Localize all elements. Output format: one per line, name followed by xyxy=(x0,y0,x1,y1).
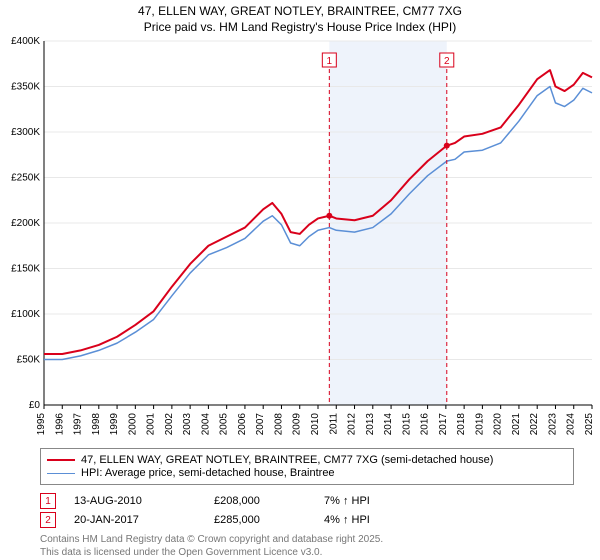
svg-text:2005: 2005 xyxy=(219,413,230,436)
svg-text:£400K: £400K xyxy=(11,36,40,47)
sale-price: £285,000 xyxy=(214,514,324,526)
sale-marker-icon: 1 xyxy=(40,493,56,509)
svg-text:2017: 2017 xyxy=(438,413,449,436)
svg-text:£200K: £200K xyxy=(11,218,40,229)
svg-text:2018: 2018 xyxy=(456,413,467,436)
svg-text:1996: 1996 xyxy=(54,413,65,436)
sales-table: 1 13-AUG-2010£208,0007% ↑ HPI 2 20-JAN-2017… xyxy=(40,490,444,531)
sale-row: 1 13-AUG-2010£208,0007% ↑ HPI xyxy=(40,493,444,509)
title-line2: Price paid vs. HM Land Registry's House … xyxy=(0,20,600,36)
svg-text:2025: 2025 xyxy=(584,413,595,436)
chart-area: £0 £50K £100K £150K £200K £250K £300K £350K £400… xyxy=(0,35,600,445)
legend-swatch xyxy=(47,473,75,474)
svg-text:2019: 2019 xyxy=(474,413,485,436)
svg-text:2016: 2016 xyxy=(420,413,431,436)
svg-text:2001: 2001 xyxy=(146,413,157,436)
sale-hpi: 4% ↑ HPI xyxy=(324,514,444,526)
legend-item: 47, ELLEN WAY, GREAT NOTLEY, BRAINTREE, … xyxy=(47,454,567,466)
svg-text:2014: 2014 xyxy=(383,413,394,436)
footer-attribution: Contains HM Land Registry data © Crown c… xyxy=(40,534,383,559)
sale-marker-icon: 2 xyxy=(40,512,56,528)
svg-text:1997: 1997 xyxy=(73,413,84,436)
svg-text:1995: 1995 xyxy=(36,413,47,436)
svg-text:1998: 1998 xyxy=(91,413,102,436)
svg-text:£300K: £300K xyxy=(11,127,40,138)
svg-text:1999: 1999 xyxy=(109,413,120,436)
svg-text:2022: 2022 xyxy=(529,413,540,436)
legend-label: HPI: Average price, semi-detached house,… xyxy=(81,467,335,479)
svg-text:2: 2 xyxy=(444,56,450,67)
sale-date: 20-JAN-2017 xyxy=(74,514,214,526)
svg-text:2013: 2013 xyxy=(365,413,376,436)
svg-text:£0: £0 xyxy=(29,400,41,411)
sale-price: £208,000 xyxy=(214,495,324,507)
svg-text:2012: 2012 xyxy=(347,413,358,436)
svg-text:2002: 2002 xyxy=(164,413,175,436)
footer-line1: Contains HM Land Registry data © Crown c… xyxy=(40,534,383,547)
svg-text:2000: 2000 xyxy=(127,413,138,436)
sale-date: 13-AUG-2010 xyxy=(74,495,214,507)
svg-text:£100K: £100K xyxy=(11,309,40,320)
svg-text:£50K: £50K xyxy=(17,355,41,366)
footer-line2: This data is licensed under the Open Gov… xyxy=(40,547,383,560)
legend-label: 47, ELLEN WAY, GREAT NOTLEY, BRAINTREE, … xyxy=(81,454,493,466)
legend-item: HPI: Average price, semi-detached house,… xyxy=(47,467,567,479)
svg-text:2004: 2004 xyxy=(200,413,211,436)
legend-swatch xyxy=(47,459,75,461)
svg-text:1: 1 xyxy=(327,56,333,67)
svg-text:2020: 2020 xyxy=(493,413,504,436)
svg-text:£350K: £350K xyxy=(11,82,40,93)
sale-row: 2 20-JAN-2017£285,0004% ↑ HPI xyxy=(40,512,444,528)
svg-text:2023: 2023 xyxy=(547,413,558,436)
svg-text:2003: 2003 xyxy=(182,413,193,436)
title-line1: 47, ELLEN WAY, GREAT NOTLEY, BRAINTREE, … xyxy=(0,4,600,20)
svg-text:2007: 2007 xyxy=(255,413,266,436)
sale-hpi: 7% ↑ HPI xyxy=(324,495,444,507)
chart-title: 47, ELLEN WAY, GREAT NOTLEY, BRAINTREE, … xyxy=(0,0,600,35)
price-chart: £0 £50K £100K £150K £200K £250K £300K £350K £400… xyxy=(0,35,600,445)
svg-text:2010: 2010 xyxy=(310,413,321,436)
svg-text:2021: 2021 xyxy=(511,413,522,436)
svg-text:2015: 2015 xyxy=(401,413,412,436)
svg-text:2024: 2024 xyxy=(566,413,577,436)
svg-text:2011: 2011 xyxy=(328,413,339,435)
svg-text:2008: 2008 xyxy=(273,413,284,436)
svg-text:2009: 2009 xyxy=(292,413,303,436)
svg-text:2006: 2006 xyxy=(237,413,248,436)
legend: 47, ELLEN WAY, GREAT NOTLEY, BRAINTREE, … xyxy=(40,448,574,485)
svg-text:£150K: £150K xyxy=(11,264,40,275)
svg-text:£250K: £250K xyxy=(11,173,40,184)
